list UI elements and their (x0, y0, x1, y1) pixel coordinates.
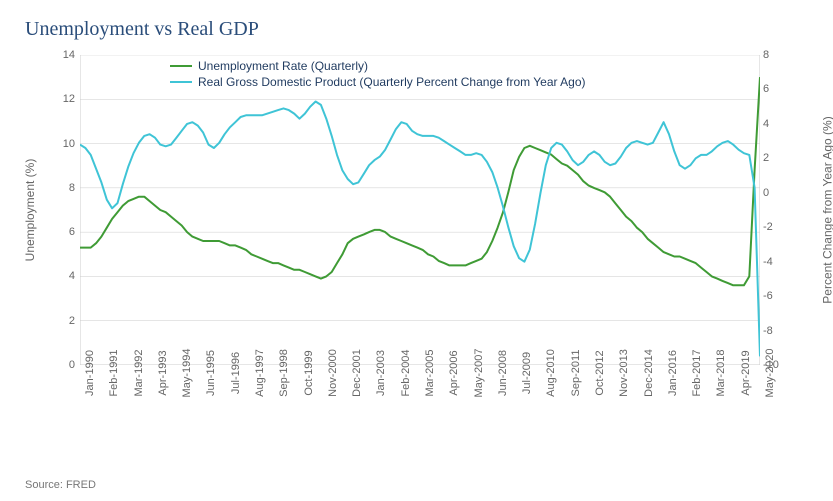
x-tick: Apr-1993 (157, 350, 169, 395)
x-tick: Sep-2011 (570, 350, 582, 397)
x-tick: Jun-2008 (497, 350, 509, 396)
y-left-tick: 4 (55, 270, 75, 282)
x-tick: Jan-2016 (667, 350, 679, 396)
chart-title: Unemployment vs Real GDP (25, 18, 259, 41)
x-tick: Apr-2019 (740, 350, 752, 395)
y-left-tick: 2 (55, 315, 75, 327)
y-right-tick: -4 (763, 256, 791, 268)
x-tick: Jul-2009 (521, 352, 533, 394)
y-right-axis-label: Percent Change from Year Ago (%) (820, 116, 833, 303)
chart-container: Unemployment vs Real GDP Unemployment Ra… (0, 0, 833, 501)
y-right-tick: -8 (763, 325, 791, 337)
y-right-tick: 0 (763, 187, 791, 199)
x-tick: Dec-2001 (351, 349, 363, 397)
x-tick: Aug-1997 (254, 349, 266, 397)
x-tick: Nov-2013 (618, 349, 630, 397)
x-tick: May-2020 (764, 349, 776, 398)
y-right-tick: -2 (763, 221, 791, 233)
y-right-tick: 8 (763, 49, 791, 61)
x-tick: Jun-1995 (205, 350, 217, 396)
y-left-tick: 6 (55, 226, 75, 238)
x-tick: Jan-2003 (375, 350, 387, 396)
y-right-tick: 6 (763, 83, 791, 95)
x-tick: Feb-2004 (400, 349, 412, 396)
y-right-tick: 4 (763, 118, 791, 130)
x-tick: Feb-2017 (691, 349, 703, 396)
x-tick: Feb-1991 (108, 349, 120, 396)
y-left-tick: 10 (55, 138, 75, 150)
source-label: Source: FRED (25, 479, 96, 491)
y-left-tick: 14 (55, 49, 75, 61)
y-right-tick: 2 (763, 152, 791, 164)
y-left-tick: 8 (55, 182, 75, 194)
x-tick: Jul-1996 (230, 352, 242, 394)
y-left-tick: 12 (55, 93, 75, 105)
y-left-axis-label: Unemployment (%) (23, 159, 37, 262)
x-tick: Sep-1998 (278, 349, 290, 397)
x-tick: Aug-2010 (545, 349, 557, 397)
x-tick: May-2007 (473, 349, 485, 398)
x-tick: Oct-1999 (303, 350, 315, 395)
x-tick: Nov-2000 (327, 349, 339, 397)
x-tick: Mar-1992 (133, 349, 145, 396)
x-tick: May-1994 (181, 349, 193, 398)
y-left-tick: 0 (55, 359, 75, 371)
x-tick: Mar-2005 (424, 349, 436, 396)
x-tick: Jan-1990 (84, 350, 96, 396)
x-tick: Mar-2018 (715, 349, 727, 396)
x-tick: Dec-2014 (643, 349, 655, 397)
x-tick: Apr-2006 (448, 350, 460, 395)
chart-plot (80, 55, 760, 365)
x-tick: Oct-2012 (594, 350, 606, 395)
y-right-tick: -6 (763, 290, 791, 302)
